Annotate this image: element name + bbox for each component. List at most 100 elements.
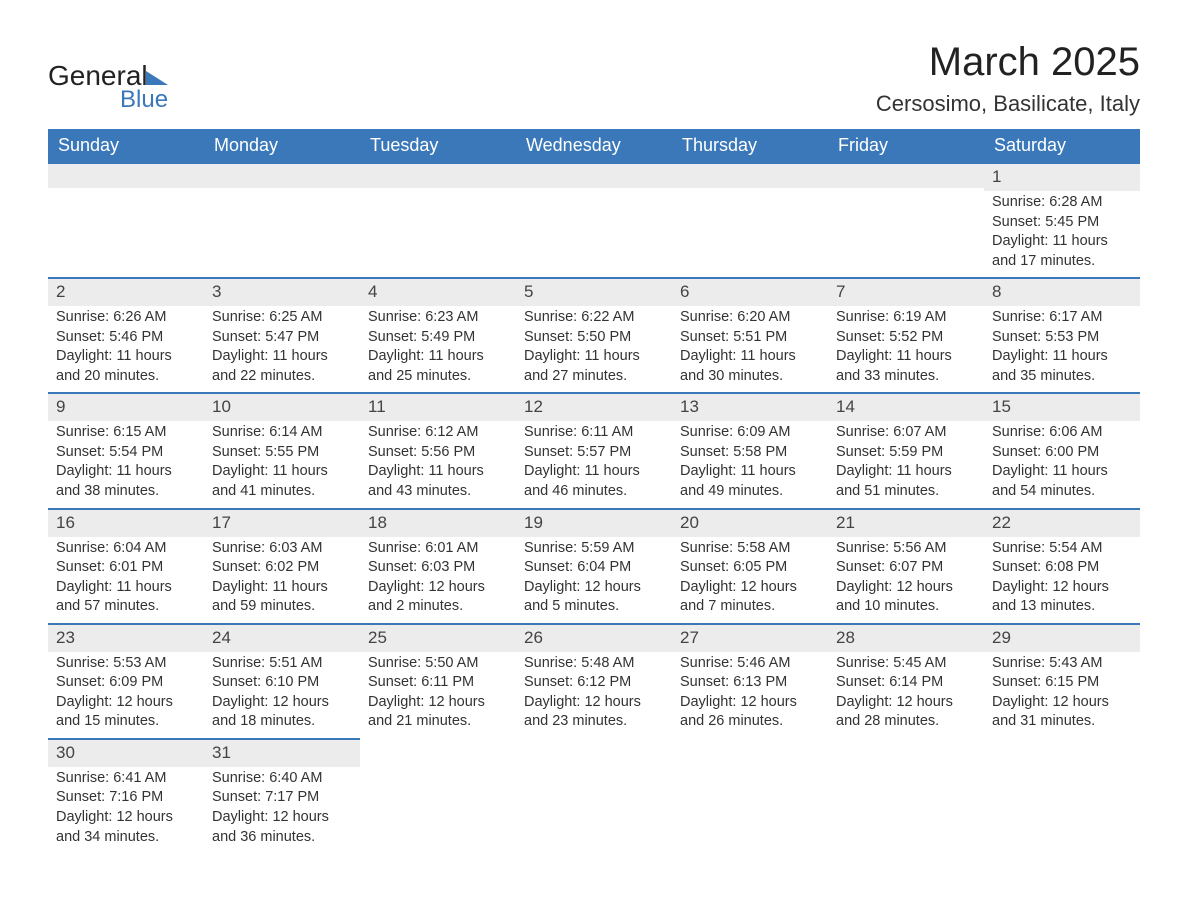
daylight-line1: Daylight: 11 hours	[992, 347, 1132, 367]
calendar-day-cell: 5Sunrise: 6:22 AMSunset: 5:50 PMDaylight…	[516, 278, 672, 393]
title-block: March 2025 Cersosimo, Basilicate, Italy	[876, 40, 1140, 117]
day-number: 14	[828, 394, 984, 421]
day-details: Sunrise: 5:54 AMSunset: 6:08 PMDaylight:…	[984, 537, 1140, 623]
empty-daynum-bar	[360, 164, 516, 188]
daylight-line1: Daylight: 12 hours	[368, 578, 508, 598]
logo-main-text: General	[48, 60, 148, 92]
location-text: Cersosimo, Basilicate, Italy	[876, 91, 1140, 117]
sunrise-text: Sunrise: 6:28 AM	[992, 193, 1132, 213]
daylight-line1: Daylight: 11 hours	[836, 462, 976, 482]
sunset-text: Sunset: 5:45 PM	[992, 213, 1132, 233]
daylight-line2: and 26 minutes.	[680, 712, 820, 732]
day-details: Sunrise: 5:58 AMSunset: 6:05 PMDaylight:…	[672, 537, 828, 623]
calendar-day-cell: 12Sunrise: 6:11 AMSunset: 5:57 PMDayligh…	[516, 393, 672, 508]
day-number: 4	[360, 279, 516, 306]
day-details: Sunrise: 6:22 AMSunset: 5:50 PMDaylight:…	[516, 306, 672, 392]
day-details: Sunrise: 6:12 AMSunset: 5:56 PMDaylight:…	[360, 421, 516, 507]
daylight-line2: and 10 minutes.	[836, 597, 976, 617]
day-number: 19	[516, 510, 672, 537]
page-header: General Blue March 2025 Cersosimo, Basil…	[48, 40, 1140, 117]
sunrise-text: Sunrise: 6:26 AM	[56, 308, 196, 328]
sunset-text: Sunset: 6:02 PM	[212, 558, 352, 578]
day-number: 10	[204, 394, 360, 421]
weekday-header: Sunday	[48, 129, 204, 163]
calendar-week-row: 23Sunrise: 5:53 AMSunset: 6:09 PMDayligh…	[48, 624, 1140, 739]
sunset-text: Sunset: 5:56 PM	[368, 443, 508, 463]
sunrise-text: Sunrise: 5:48 AM	[524, 654, 664, 674]
day-number: 8	[984, 279, 1140, 306]
daylight-line2: and 27 minutes.	[524, 367, 664, 387]
day-number: 2	[48, 279, 204, 306]
day-number: 16	[48, 510, 204, 537]
day-number: 13	[672, 394, 828, 421]
daylight-line2: and 18 minutes.	[212, 712, 352, 732]
calendar-empty-cell	[360, 163, 516, 278]
day-number: 9	[48, 394, 204, 421]
calendar-day-cell: 2Sunrise: 6:26 AMSunset: 5:46 PMDaylight…	[48, 278, 204, 393]
day-number: 26	[516, 625, 672, 652]
sunset-text: Sunset: 6:09 PM	[56, 673, 196, 693]
empty-daynum-bar	[828, 164, 984, 188]
daylight-line1: Daylight: 11 hours	[56, 462, 196, 482]
calendar-empty-cell	[360, 739, 516, 853]
daylight-line2: and 13 minutes.	[992, 597, 1132, 617]
day-number: 15	[984, 394, 1140, 421]
sunrise-text: Sunrise: 6:01 AM	[368, 539, 508, 559]
sunrise-text: Sunrise: 5:59 AM	[524, 539, 664, 559]
day-details: Sunrise: 6:20 AMSunset: 5:51 PMDaylight:…	[672, 306, 828, 392]
sunset-text: Sunset: 6:04 PM	[524, 558, 664, 578]
sunrise-text: Sunrise: 6:03 AM	[212, 539, 352, 559]
daylight-line1: Daylight: 12 hours	[680, 578, 820, 598]
daylight-line2: and 41 minutes.	[212, 482, 352, 502]
daylight-line2: and 57 minutes.	[56, 597, 196, 617]
day-number: 11	[360, 394, 516, 421]
sunset-text: Sunset: 6:07 PM	[836, 558, 976, 578]
day-details: Sunrise: 6:28 AMSunset: 5:45 PMDaylight:…	[984, 191, 1140, 277]
day-details: Sunrise: 6:25 AMSunset: 5:47 PMDaylight:…	[204, 306, 360, 392]
sunrise-text: Sunrise: 5:50 AM	[368, 654, 508, 674]
calendar-empty-cell	[828, 163, 984, 278]
sunrise-text: Sunrise: 6:22 AM	[524, 308, 664, 328]
sunrise-text: Sunrise: 6:19 AM	[836, 308, 976, 328]
daylight-line1: Daylight: 11 hours	[836, 347, 976, 367]
sunrise-text: Sunrise: 6:17 AM	[992, 308, 1132, 328]
daylight-line2: and 5 minutes.	[524, 597, 664, 617]
daylight-line2: and 30 minutes.	[680, 367, 820, 387]
empty-daynum-bar	[204, 164, 360, 188]
sunset-text: Sunset: 6:05 PM	[680, 558, 820, 578]
calendar-empty-cell	[516, 739, 672, 853]
daylight-line2: and 22 minutes.	[212, 367, 352, 387]
calendar-day-cell: 14Sunrise: 6:07 AMSunset: 5:59 PMDayligh…	[828, 393, 984, 508]
day-number: 20	[672, 510, 828, 537]
daylight-line2: and 59 minutes.	[212, 597, 352, 617]
calendar-empty-cell	[672, 163, 828, 278]
logo-sail-icon	[146, 71, 168, 85]
sunrise-text: Sunrise: 6:09 AM	[680, 423, 820, 443]
daylight-line1: Daylight: 11 hours	[524, 347, 664, 367]
daylight-line1: Daylight: 11 hours	[56, 578, 196, 598]
weekday-header: Saturday	[984, 129, 1140, 163]
calendar-day-cell: 28Sunrise: 5:45 AMSunset: 6:14 PMDayligh…	[828, 624, 984, 739]
daylight-line2: and 34 minutes.	[56, 828, 196, 848]
sunset-text: Sunset: 5:58 PM	[680, 443, 820, 463]
calendar-day-cell: 30Sunrise: 6:41 AMSunset: 7:16 PMDayligh…	[48, 739, 204, 853]
sunset-text: Sunset: 6:11 PM	[368, 673, 508, 693]
sunset-text: Sunset: 6:13 PM	[680, 673, 820, 693]
day-details: Sunrise: 6:04 AMSunset: 6:01 PMDaylight:…	[48, 537, 204, 623]
sunset-text: Sunset: 6:12 PM	[524, 673, 664, 693]
calendar-day-cell: 18Sunrise: 6:01 AMSunset: 6:03 PMDayligh…	[360, 509, 516, 624]
calendar-day-cell: 27Sunrise: 5:46 AMSunset: 6:13 PMDayligh…	[672, 624, 828, 739]
sunrise-text: Sunrise: 6:04 AM	[56, 539, 196, 559]
sunrise-text: Sunrise: 6:06 AM	[992, 423, 1132, 443]
calendar-day-cell: 24Sunrise: 5:51 AMSunset: 6:10 PMDayligh…	[204, 624, 360, 739]
calendar-table: SundayMondayTuesdayWednesdayThursdayFrid…	[48, 129, 1140, 853]
daylight-line1: Daylight: 11 hours	[680, 347, 820, 367]
day-details: Sunrise: 6:40 AMSunset: 7:17 PMDaylight:…	[204, 767, 360, 853]
sunrise-text: Sunrise: 6:12 AM	[368, 423, 508, 443]
day-details: Sunrise: 5:45 AMSunset: 6:14 PMDaylight:…	[828, 652, 984, 738]
daylight-line2: and 43 minutes.	[368, 482, 508, 502]
weekday-header: Monday	[204, 129, 360, 163]
daylight-line1: Daylight: 11 hours	[992, 462, 1132, 482]
daylight-line2: and 15 minutes.	[56, 712, 196, 732]
sunrise-text: Sunrise: 6:41 AM	[56, 769, 196, 789]
